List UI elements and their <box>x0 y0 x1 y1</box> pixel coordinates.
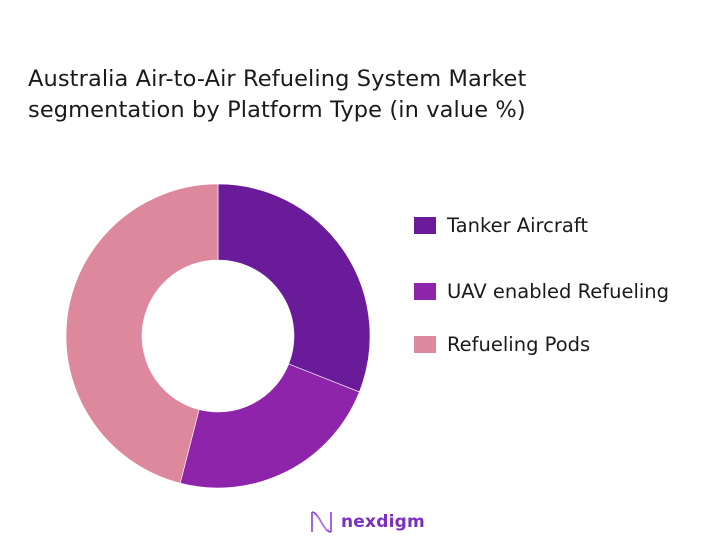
legend-label: Refueling Pods <box>447 333 591 356</box>
slice-uav-enabled-refueling <box>179 363 360 489</box>
legend-label: Tanker Aircraft <box>447 214 589 237</box>
slice-refueling-pods <box>65 183 219 484</box>
chart-title-line-1: Australia Air-to-Air Refueling System Ma… <box>28 66 527 92</box>
legend-swatch <box>414 283 436 300</box>
chart-title-line-2: segmentation by Platform Type (in value … <box>28 97 526 123</box>
legend-label: UAV enabled Refueling <box>447 280 670 303</box>
legend-item-refueling-pods: Refueling Pods <box>414 333 590 356</box>
legend-swatch <box>414 217 436 234</box>
legend-item-uav-enabled-refueling: UAV enabled Refueling <box>414 280 669 303</box>
legend-swatch <box>414 336 436 353</box>
chart-title: Australia Air-to-Air Refueling System Ma… <box>28 64 668 126</box>
logo-text: nexdigm <box>341 512 425 532</box>
nexdigm-wave-logo-icon <box>311 511 332 533</box>
nexdigm-logo: nexdigm <box>309 510 425 534</box>
slice-tanker-aircraft <box>217 183 371 393</box>
legend-item-tanker-aircraft: Tanker Aircraft <box>414 214 588 237</box>
